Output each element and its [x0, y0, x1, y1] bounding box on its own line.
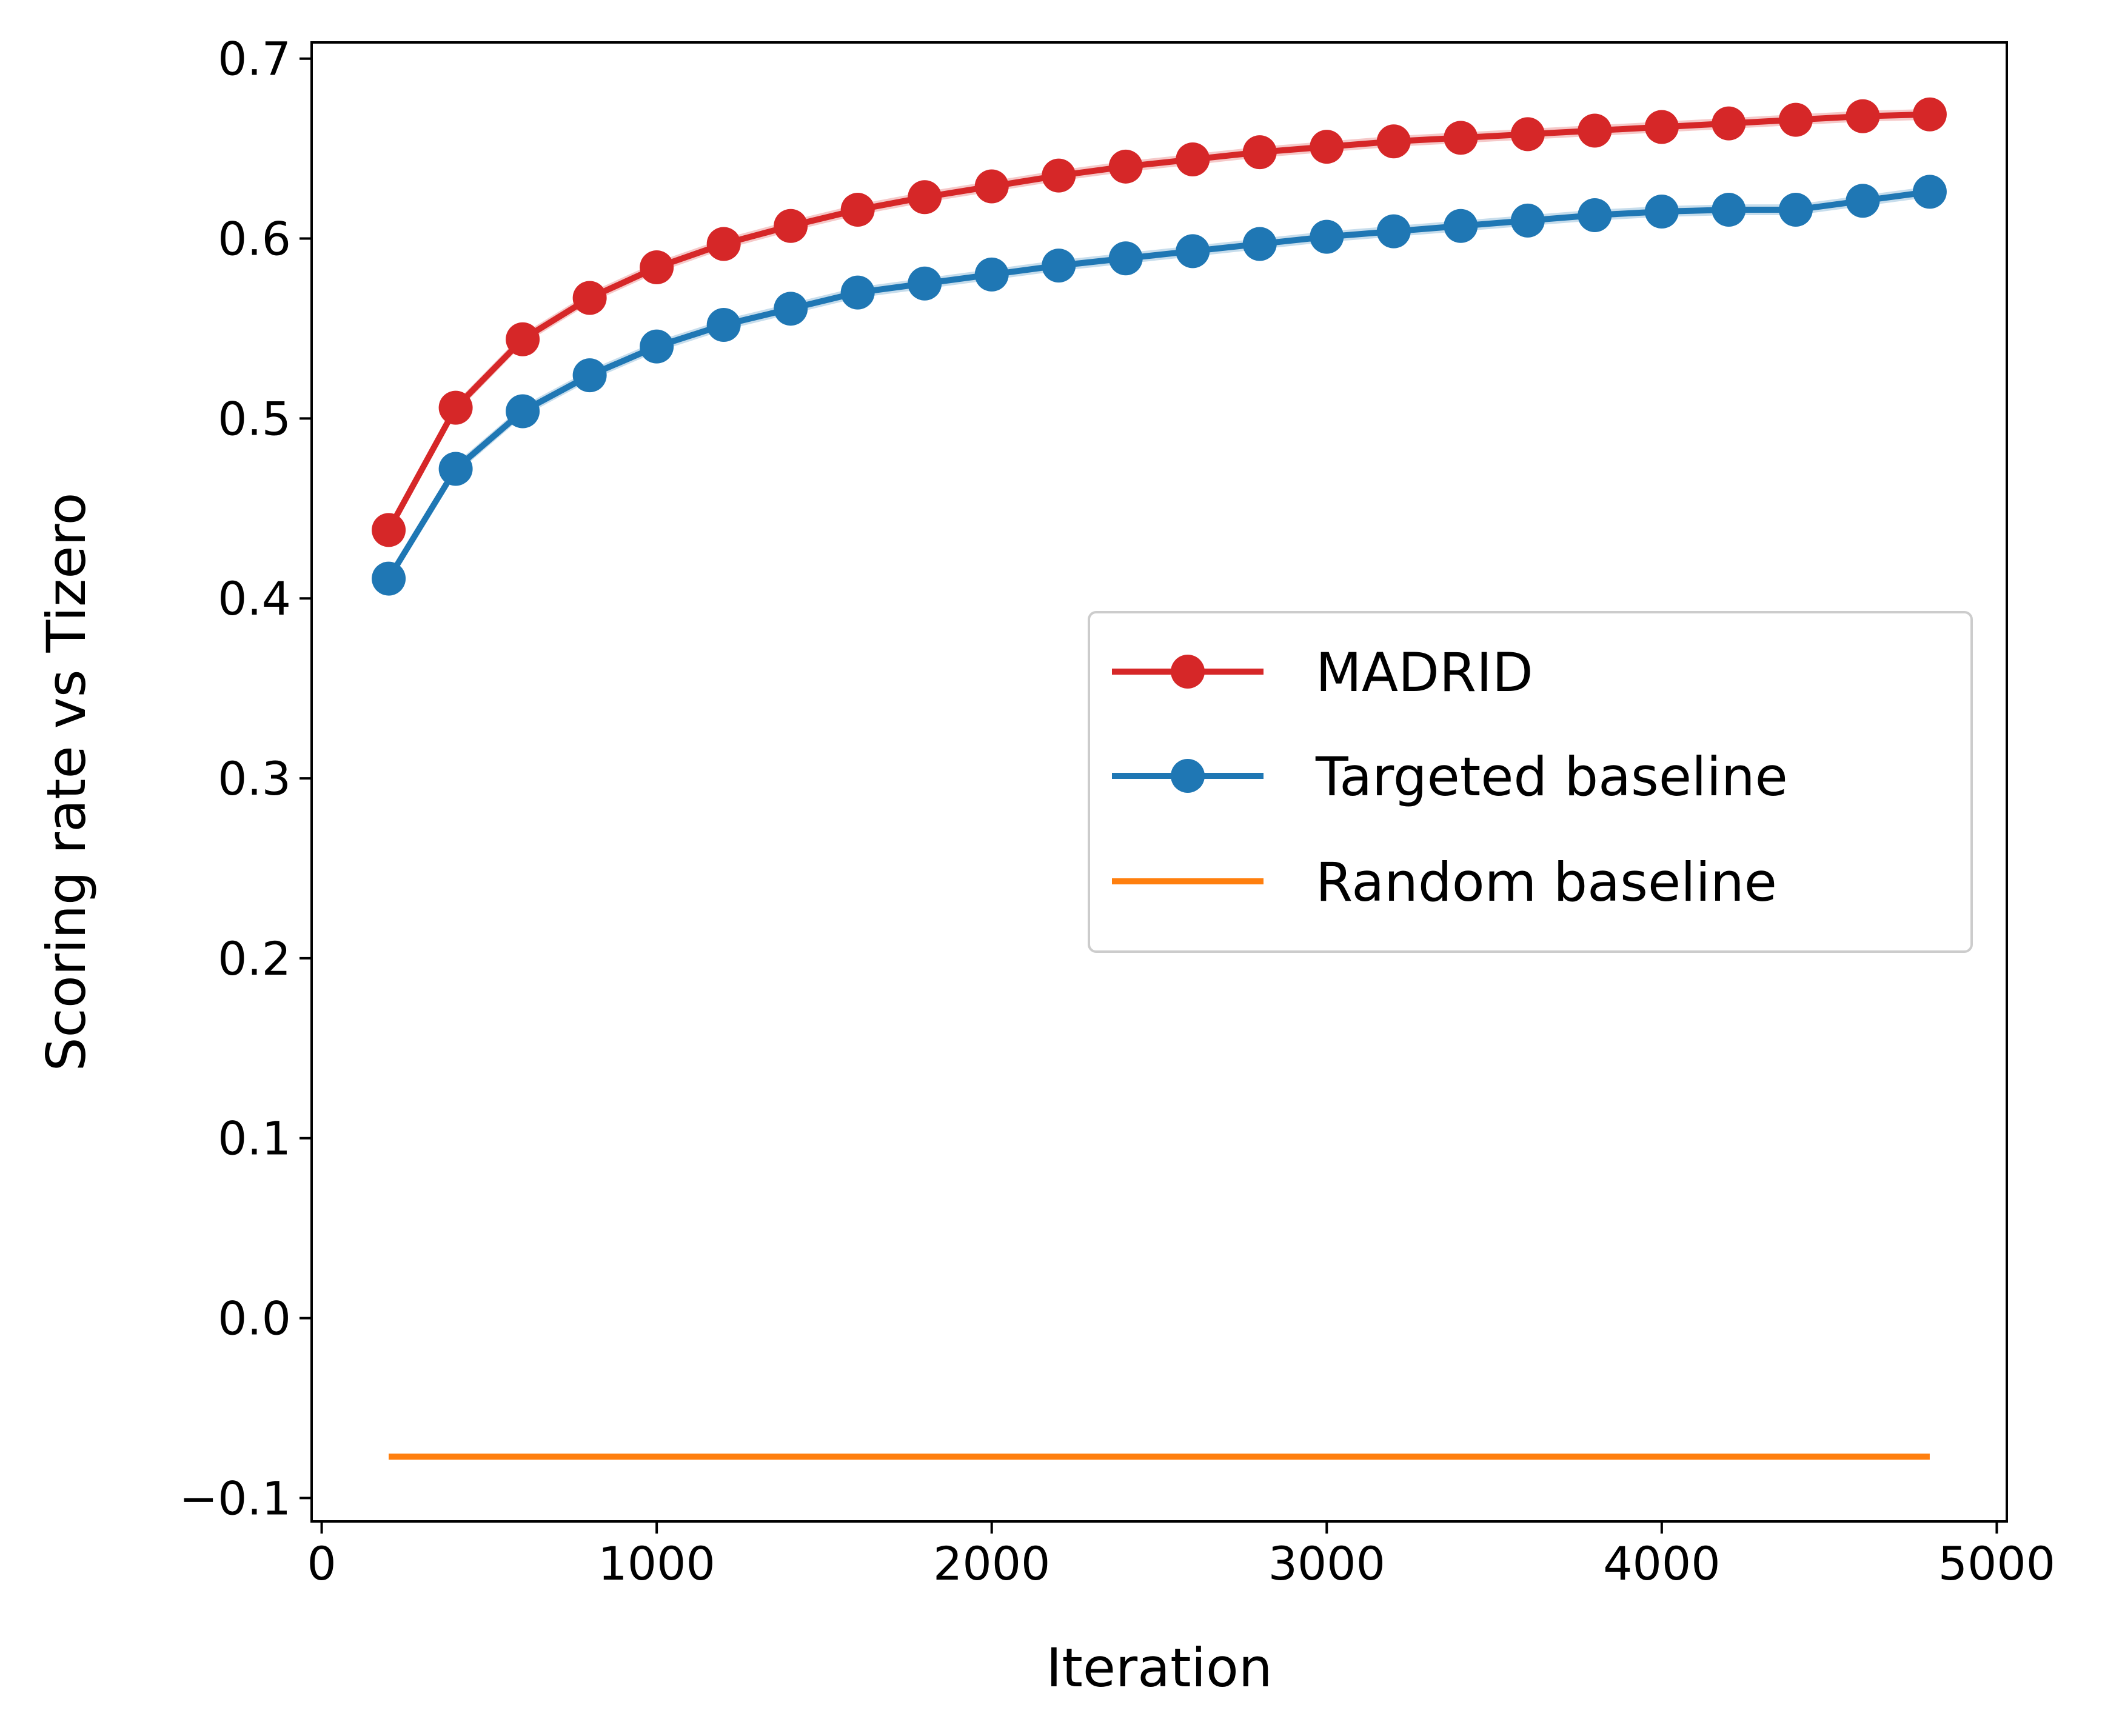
x-tick-label: 4000 [1603, 1537, 1720, 1591]
data-point-targeted-baseline [1778, 193, 1813, 227]
y-tick-label: 0.0 [218, 1292, 291, 1346]
x-tick-label: 5000 [1938, 1537, 2055, 1591]
y-tick-label: 0.1 [218, 1112, 291, 1166]
legend-label-targeted-baseline: Targeted baseline [1315, 746, 1788, 808]
x-tick-label: 2000 [933, 1537, 1050, 1591]
data-point-targeted-baseline [1376, 214, 1411, 249]
x-axis: 0 1000 2000 3000 4000 5000 [307, 1521, 2055, 1591]
data-point-targeted-baseline [372, 561, 406, 596]
data-point-targeted-baseline [1644, 195, 1679, 229]
data-point-madrid [706, 227, 741, 261]
legend-label-random-baseline: Random baseline [1316, 851, 1777, 913]
plot-area [372, 97, 1947, 1460]
y-tick-label: 0.7 [218, 32, 291, 86]
data-point-madrid [506, 322, 540, 356]
x-tick-label: 0 [307, 1537, 336, 1591]
y-tick-label: 0.4 [218, 572, 291, 626]
data-point-madrid [774, 209, 808, 243]
data-point-targeted-baseline [1242, 227, 1277, 261]
data-point-targeted-baseline [974, 257, 1009, 292]
data-point-madrid [1712, 106, 1746, 141]
data-point-targeted-baseline [1444, 209, 1478, 243]
data-point-madrid [372, 513, 406, 547]
data-point-madrid [840, 193, 875, 227]
data-point-targeted-baseline [640, 329, 674, 364]
data-point-madrid [1846, 99, 1880, 133]
data-point-targeted-baseline [1912, 175, 1947, 209]
legend-box [1088, 611, 1973, 953]
legend-label-madrid: MADRID [1316, 641, 1533, 704]
legend-marker-madrid [1171, 655, 1205, 689]
data-point-madrid [1042, 158, 1076, 193]
legend: MADRID Targeted baseline Random baseline [1088, 611, 1973, 953]
data-point-targeted-baseline [706, 308, 741, 342]
x-tick-label: 1000 [598, 1537, 715, 1591]
legend-item-madrid: MADRID [1112, 641, 1533, 704]
data-point-madrid [1242, 135, 1277, 170]
y-axis-label: Scoring rate vs Tizero [35, 493, 98, 1072]
legend-item-random-baseline: Random baseline [1112, 851, 1777, 913]
data-point-targeted-baseline [1578, 198, 1612, 232]
data-point-madrid [572, 281, 607, 315]
data-point-madrid [1510, 117, 1545, 152]
legend-marker-targeted-baseline [1171, 759, 1205, 793]
data-point-madrid [1310, 130, 1344, 164]
y-tick-label: −0.1 [179, 1471, 291, 1525]
data-point-targeted-baseline [1510, 203, 1545, 238]
data-point-targeted-baseline [1042, 249, 1076, 283]
data-point-targeted-baseline [1310, 219, 1344, 254]
data-point-madrid [1176, 142, 1210, 176]
axes-frame [310, 41, 2008, 1523]
data-point-madrid [1376, 124, 1411, 159]
x-tick-label: 3000 [1268, 1537, 1385, 1591]
data-point-targeted-baseline [506, 394, 540, 429]
data-point-madrid [640, 250, 674, 285]
y-tick-label: 0.6 [218, 212, 291, 266]
data-point-madrid [1912, 97, 1947, 132]
y-tick-label: 0.2 [218, 932, 291, 986]
data-point-targeted-baseline [774, 292, 808, 326]
data-point-targeted-baseline [1712, 193, 1746, 227]
legend-item-targeted-baseline: Targeted baseline [1112, 746, 1788, 808]
data-point-madrid [1644, 110, 1679, 144]
x-axis-label: Iteration [1046, 1637, 1272, 1699]
data-point-madrid [1444, 121, 1478, 155]
data-point-madrid [1578, 113, 1612, 148]
y-tick-label: 0.3 [218, 752, 291, 806]
data-point-madrid [908, 180, 942, 215]
y-tick-label: 0.5 [218, 392, 291, 446]
data-point-madrid [438, 390, 473, 425]
data-point-targeted-baseline [1846, 184, 1880, 218]
data-point-targeted-baseline [1108, 241, 1143, 276]
data-point-targeted-baseline [840, 275, 875, 310]
data-point-targeted-baseline [572, 358, 607, 393]
data-point-targeted-baseline [1176, 234, 1210, 269]
data-point-madrid [974, 169, 1009, 204]
data-point-madrid [1108, 149, 1143, 184]
y-axis: −0.1 0.0 0.1 0.2 0.3 0.4 0.5 0.6 0.7 [179, 32, 312, 1525]
data-point-targeted-baseline [438, 452, 473, 486]
data-point-madrid [1778, 102, 1813, 137]
data-point-targeted-baseline [908, 266, 942, 301]
